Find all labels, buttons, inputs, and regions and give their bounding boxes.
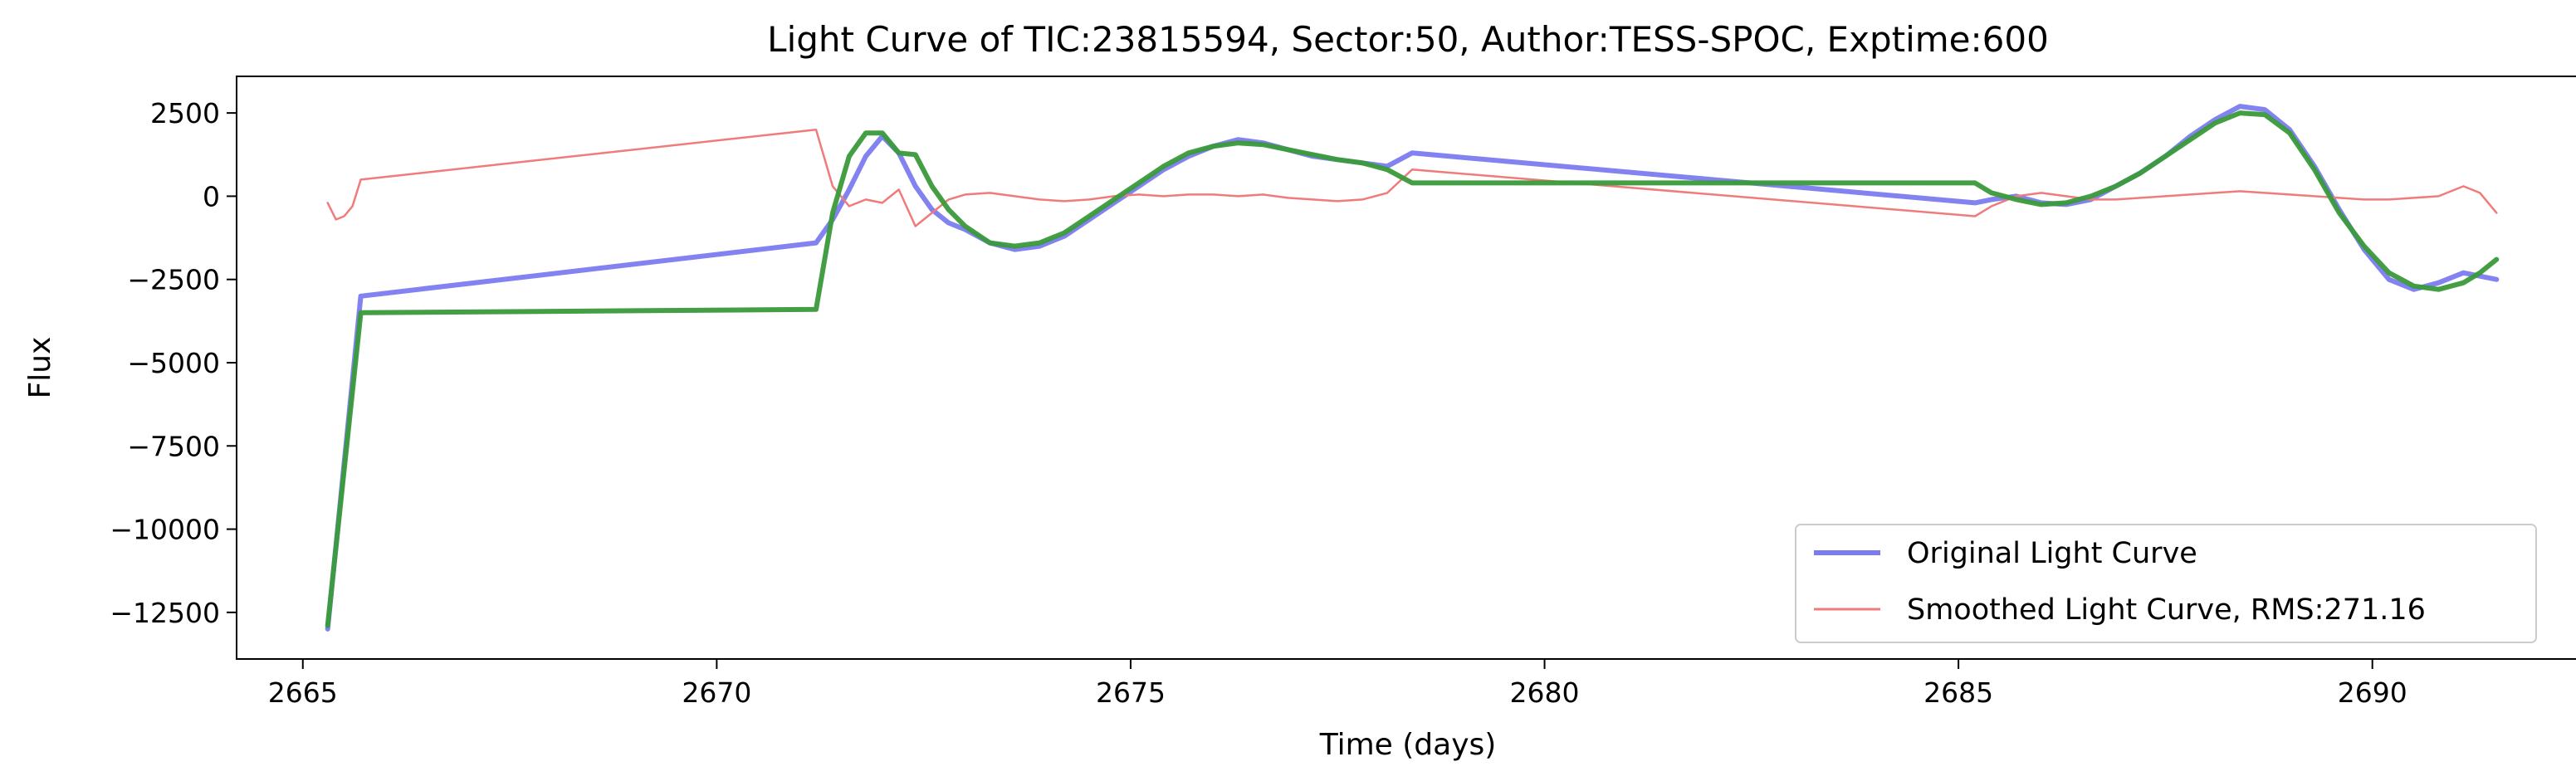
y-tick-label: −5000 bbox=[127, 347, 220, 379]
x-tick-label: 2665 bbox=[268, 676, 338, 709]
legend-label-smoothed: Smoothed Light Curve, RMS:271.16 bbox=[1907, 593, 2426, 627]
x-tick-label: 2685 bbox=[1923, 676, 1993, 709]
x-tick-label: 2680 bbox=[1510, 676, 1580, 709]
x-tick-label: 2670 bbox=[682, 676, 751, 709]
y-tick-label: −7500 bbox=[127, 430, 220, 462]
series-line-smoothed bbox=[326, 128, 2498, 227]
y-axis-ticks: 2500 0 −2500 −5000 −7500 −10000 −12500 bbox=[110, 97, 237, 629]
y-tick-label: 2500 bbox=[150, 97, 220, 129]
y-tick-label: 0 bbox=[203, 180, 220, 212]
y-axis-label: Flux bbox=[23, 337, 57, 399]
x-axis-ticks: 2665 2670 2675 2680 2685 2690 bbox=[268, 659, 2407, 709]
legend-box bbox=[1795, 524, 2537, 643]
plot-frame bbox=[236, 76, 2576, 660]
series-line-model-fit bbox=[325, 110, 2500, 628]
series-layer bbox=[325, 104, 2500, 632]
x-tick-label: 2690 bbox=[2338, 676, 2407, 709]
x-axis-label: Time (days) bbox=[1319, 728, 1497, 762]
legend: Original Light Curve Smoothed Light Curv… bbox=[1795, 524, 2537, 643]
y-tick-label: −12500 bbox=[110, 597, 220, 629]
legend-label-original: Original Light Curve bbox=[1907, 537, 2197, 570]
x-tick-label: 2675 bbox=[1096, 676, 1166, 709]
y-tick-label: −2500 bbox=[127, 264, 220, 296]
y-tick-label: −10000 bbox=[110, 514, 220, 546]
chart-title: Light Curve of TIC:23815594, Sector:50, … bbox=[767, 19, 2049, 60]
